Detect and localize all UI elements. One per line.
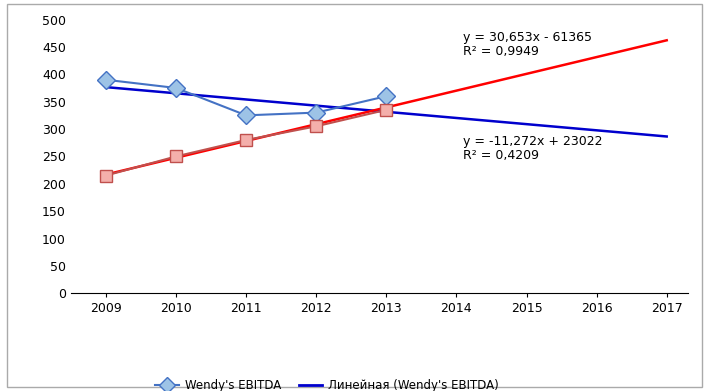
Text: R² = 0,9949: R² = 0,9949 [464, 45, 540, 58]
Text: R² = 0,4209: R² = 0,4209 [464, 149, 540, 162]
Text: y = 30,653x - 61365: y = 30,653x - 61365 [464, 31, 593, 45]
Text: y = -11,272x + 23022: y = -11,272x + 23022 [464, 135, 603, 149]
Legend: Wendy's EBITDA, Domino's EBITDA, Линейная (Wendy's EBITDA), Линейная (Domino's E: Wendy's EBITDA, Domino's EBITDA, Линейна… [152, 376, 508, 391]
